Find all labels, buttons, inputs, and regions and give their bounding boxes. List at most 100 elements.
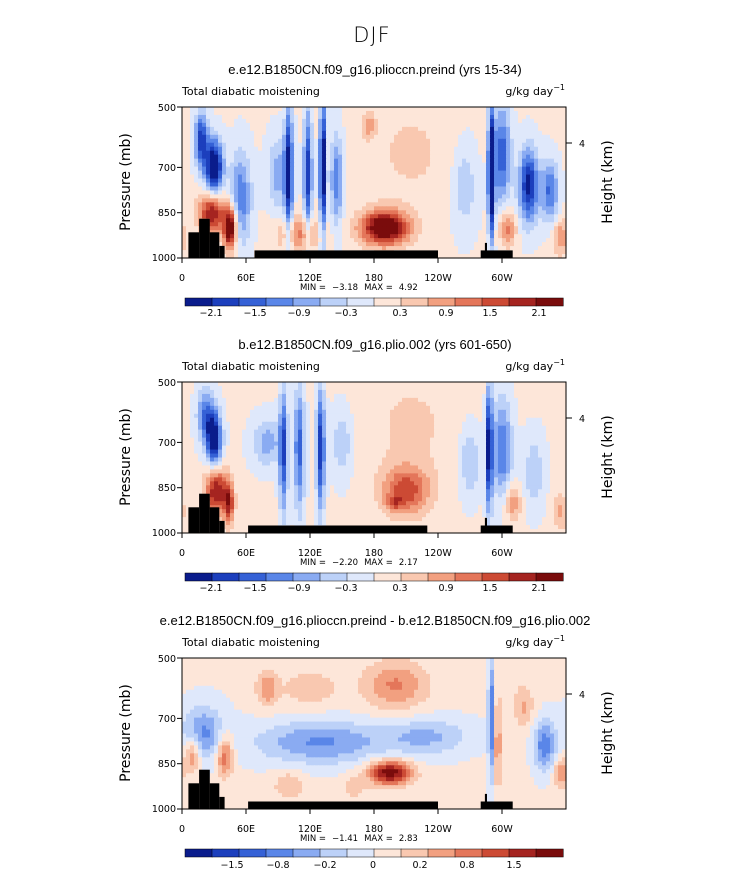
heatmap-cell (362, 198, 367, 203)
heatmap-cell (478, 389, 483, 395)
heatmap-cell (434, 146, 439, 152)
heatmap-cell (446, 122, 451, 128)
heatmap-cell (470, 158, 475, 164)
heatmap-cell (378, 202, 383, 207)
heatmap-cell (246, 210, 251, 215)
heatmap-cell (330, 417, 335, 423)
heatmap-cell (198, 178, 203, 184)
heatmap-cell (182, 150, 187, 156)
heatmap-cell (274, 385, 279, 391)
heatmap-cell (302, 174, 307, 180)
heatmap-cell (226, 182, 231, 188)
heatmap-cell (510, 429, 515, 435)
heatmap-cell (258, 178, 263, 184)
heatmap-cell (418, 413, 423, 419)
heatmap-cell (242, 126, 247, 132)
heatmap-cell (182, 425, 187, 431)
heatmap-cell (306, 222, 311, 227)
heatmap-cell (414, 421, 419, 427)
heatmap-cell (442, 421, 447, 427)
heatmap-cell (186, 401, 191, 407)
heatmap-cell (382, 107, 387, 112)
heatmap-cell (374, 397, 379, 403)
heatmap-cell (250, 409, 255, 415)
heatmap-cell (190, 397, 195, 403)
heatmap-cell (478, 134, 483, 140)
heatmap-cell (366, 242, 371, 247)
heatmap-cell (382, 222, 387, 227)
heatmap-cell (254, 230, 259, 235)
heatmap-cell (370, 174, 375, 180)
heatmap-cell (238, 138, 243, 144)
heatmap-cell (518, 130, 523, 136)
heatmap-cell (258, 425, 263, 431)
heatmap-cell (490, 158, 495, 164)
heatmap-cell (426, 162, 431, 168)
heatmap-cell (430, 142, 435, 148)
heatmap-cell (462, 409, 467, 415)
heatmap-cell (206, 186, 211, 192)
heatmap-cell (470, 393, 475, 399)
panel-1-ytick-1000: 1000 (152, 253, 176, 264)
heatmap-cell (494, 389, 499, 395)
heatmap-cell (474, 417, 479, 423)
heatmap-cell (190, 142, 195, 148)
heatmap-cell (474, 162, 479, 168)
heatmap-cell (374, 206, 379, 211)
heatmap-cell (322, 210, 327, 215)
heatmap-cell (542, 246, 547, 251)
heatmap-cell (502, 234, 507, 239)
heatmap-cell (554, 222, 559, 227)
heatmap-cell (198, 397, 203, 403)
heatmap-cell (422, 154, 427, 160)
heatmap-cell (526, 234, 531, 239)
heatmap-cell (362, 238, 367, 243)
heatmap-cell (238, 385, 243, 391)
heatmap-cell (278, 421, 283, 427)
heatmap-cell (302, 190, 307, 196)
heatmap-cell (286, 158, 291, 164)
heatmap-cell (330, 150, 335, 156)
heatmap-cell (338, 114, 343, 120)
heatmap-cell (274, 134, 279, 140)
heatmap-cell (238, 389, 243, 395)
heatmap-cell (370, 242, 375, 247)
heatmap-cell (526, 130, 531, 136)
heatmap-cell (534, 226, 539, 231)
heatmap-cell (350, 194, 355, 199)
heatmap-cell (490, 218, 495, 223)
heatmap-cell (526, 421, 531, 427)
heatmap-cell (218, 401, 223, 407)
heatmap-cell (182, 210, 187, 215)
heatmap-cell (194, 138, 199, 144)
heatmap-cell (314, 122, 319, 128)
heatmap-cell (526, 158, 531, 164)
heatmap-cell (426, 382, 431, 387)
heatmap-cell (478, 417, 483, 423)
heatmap-cell (338, 409, 343, 415)
heatmap-cell (318, 122, 323, 128)
heatmap-cell (334, 389, 339, 395)
heatmap-cell (414, 194, 419, 199)
heatmap-cell (462, 107, 467, 112)
heatmap-cell (382, 138, 387, 144)
heatmap-cell (486, 202, 491, 207)
heatmap-cell (522, 218, 527, 223)
heatmap-cell (558, 242, 563, 247)
heatmap-cell (418, 421, 423, 427)
heatmap-cell (498, 110, 503, 116)
heatmap-cell (210, 170, 215, 176)
heatmap-cell (290, 178, 295, 184)
heatmap-cell (526, 417, 531, 423)
heatmap-cell (466, 413, 471, 419)
heatmap-cell (222, 182, 227, 188)
heatmap-cell (498, 182, 503, 188)
heatmap-cell (206, 405, 211, 411)
heatmap-cell (282, 166, 287, 172)
heatmap-cell (346, 174, 351, 180)
heatmap-cell (270, 122, 275, 128)
panel-1-minmax: MIN = −3.18 MAX = 4.92 (300, 283, 418, 293)
heatmap-cell (454, 238, 459, 243)
heatmap-cell (406, 146, 411, 152)
heatmap-cell (290, 194, 295, 199)
